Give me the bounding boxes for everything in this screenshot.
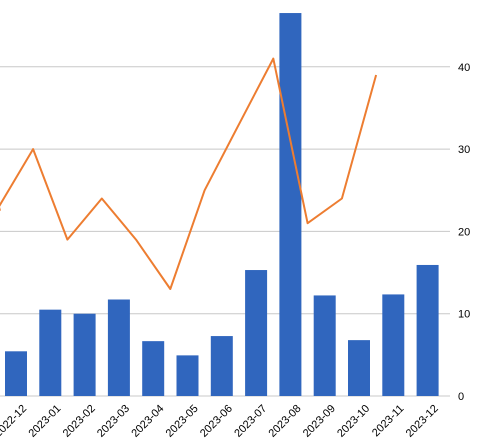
bar-2022-12 <box>5 351 27 396</box>
bar-2023-12 <box>416 264 439 396</box>
bar-2023-07 <box>245 270 268 396</box>
x-tick-label: 2023-03 <box>95 403 132 440</box>
x-tick-label: 2023-04 <box>129 403 166 440</box>
y-tick-label: 20 <box>458 226 470 238</box>
line-path <box>0 57 378 290</box>
bar-2023-10 <box>348 340 370 396</box>
bar-series <box>5 13 439 397</box>
bar-2023-09 <box>313 295 336 396</box>
y-tick-label: 40 <box>458 62 470 74</box>
y-tick-label: 30 <box>458 144 470 156</box>
x-tick-label: 2023-01 <box>26 403 63 440</box>
y-tick-label: 0 <box>458 391 464 403</box>
x-axis: 2022-122023-012023-022023-032023-042023-… <box>0 403 441 440</box>
y-axis-right: 0 10 20 30 40 <box>458 62 470 403</box>
bar-2023-02 <box>73 313 96 396</box>
bar-2023-06 <box>210 336 233 396</box>
bar-2023-01 <box>39 309 62 396</box>
x-tick-label: 2023-05 <box>164 403 201 440</box>
bar-2023-03 <box>107 299 130 396</box>
x-tick-label: 2023-07 <box>232 403 269 440</box>
bar-2023-05 <box>176 355 199 396</box>
x-tick-label: 2023-12 <box>404 403 441 440</box>
x-tick-label: 2023-02 <box>61 403 98 440</box>
x-tick-label: 2023-11 <box>370 403 406 439</box>
x-tick-label: 2023-08 <box>267 403 304 440</box>
x-tick-label: 2023-06 <box>198 403 235 440</box>
bar-2023-04 <box>142 341 165 396</box>
x-tick-label: 2023-10 <box>335 403 372 440</box>
line-series <box>0 57 378 290</box>
y-tick-label: 10 <box>458 309 470 321</box>
x-tick-label: 2023-09 <box>301 403 338 440</box>
bar-2023-11 <box>382 294 405 396</box>
x-tick-label: 2022-12 <box>0 403 29 440</box>
bar-2023-08 <box>279 13 302 397</box>
